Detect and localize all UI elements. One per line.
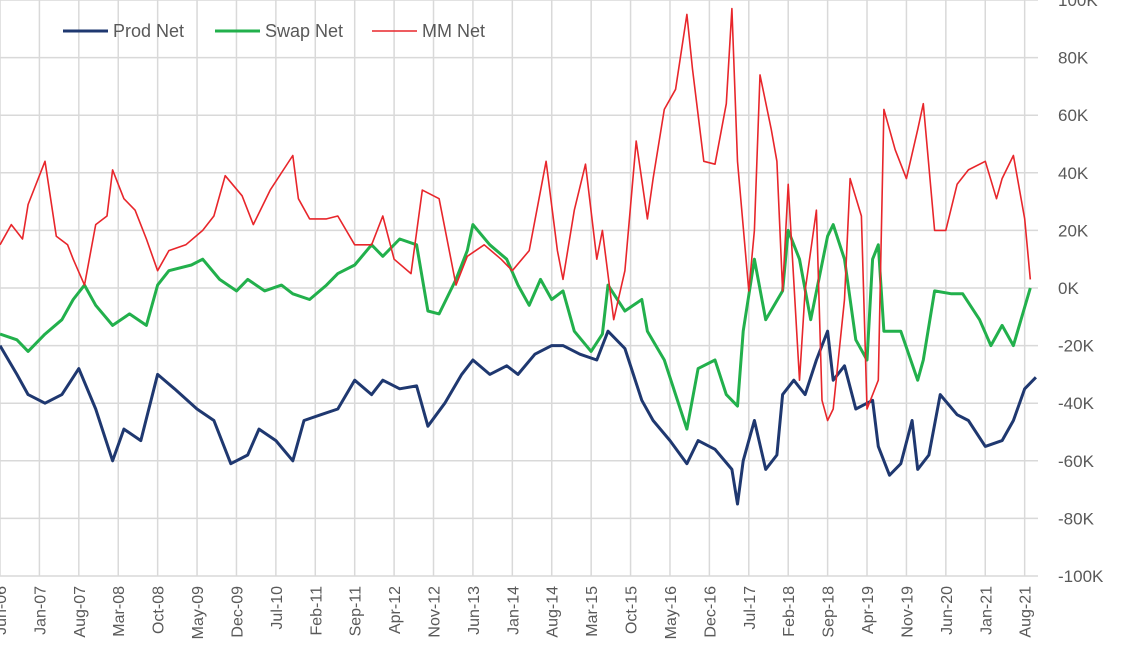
x-tick-label: Dec-09: [229, 586, 246, 638]
x-tick-label: Dec-16: [702, 586, 719, 638]
x-tick-label: Jun-20: [939, 586, 956, 635]
x-axis-labels: Jun-06 Jan-07 Aug-07 Mar-08 Oct-08 May-09 Dec-…: [0, 586, 1035, 639]
x-tick-label: Feb-11: [308, 586, 325, 636]
x-tick-label: May-16: [663, 586, 680, 639]
x-tick-label: Jan-07: [32, 586, 49, 635]
y-tick-label: 80K: [1058, 49, 1089, 68]
x-tick-label: Oct-08: [151, 586, 168, 634]
x-tick-label: Jul-10: [269, 586, 286, 630]
y-tick-label: 0K: [1058, 279, 1079, 298]
x-tick-label: Aug-07: [72, 586, 89, 638]
x-tick-label: Sep-18: [821, 586, 838, 638]
x-tick-label: Oct-15: [624, 586, 641, 634]
y-tick-label: -60K: [1058, 452, 1095, 471]
x-tick-label: Feb-18: [781, 586, 798, 637]
y-tick-label: -80K: [1058, 509, 1095, 528]
legend-label: Prod Net: [113, 21, 184, 41]
x-tick-label: Jun-13: [466, 586, 483, 635]
x-tick-label: Jul-17: [742, 586, 759, 630]
series-line-swap-net: [0, 223, 1032, 431]
y-tick-label: 40K: [1058, 164, 1089, 183]
x-tick-label: Apr-19: [860, 586, 877, 634]
x-tick-label: Nov-19: [899, 586, 916, 638]
y-axis-labels: 100K 80K 60K 40K 20K 0K -20K -40K -60K -80K -100K: [1058, 0, 1104, 586]
x-tick-label: May-09: [190, 586, 207, 639]
y-tick-label: 20K: [1058, 221, 1089, 240]
y-tick-label: -40K: [1058, 394, 1095, 413]
legend: Prod Net Swap Net MM Net: [63, 21, 485, 41]
y-tick-label: 60K: [1058, 106, 1089, 125]
x-tick-label: Aug-14: [545, 586, 562, 638]
x-tick-label: Jan-21: [978, 586, 995, 635]
series-line-prod-net: [0, 329, 1037, 506]
y-tick-label: -100K: [1058, 567, 1104, 586]
legend-label: MM Net: [422, 21, 485, 41]
y-tick-label: 100K: [1058, 0, 1098, 10]
legend-label: Swap Net: [265, 21, 343, 41]
x-tick-label: Apr-12: [387, 586, 404, 634]
x-tick-label: Mar-08: [111, 586, 128, 637]
x-tick-label: Jan-14: [505, 586, 522, 635]
x-tick-label: Sep-11: [348, 586, 365, 637]
x-tick-label: Jun-06: [0, 586, 10, 635]
x-tick-label: Nov-12: [427, 586, 444, 638]
series-line-mm-net: [0, 7, 1032, 422]
x-tick-label: Mar-15: [584, 586, 601, 637]
x-tick-label: Aug-21: [1018, 586, 1035, 638]
series-lines: [0, 7, 1037, 506]
y-tick-label: -20K: [1058, 337, 1095, 356]
